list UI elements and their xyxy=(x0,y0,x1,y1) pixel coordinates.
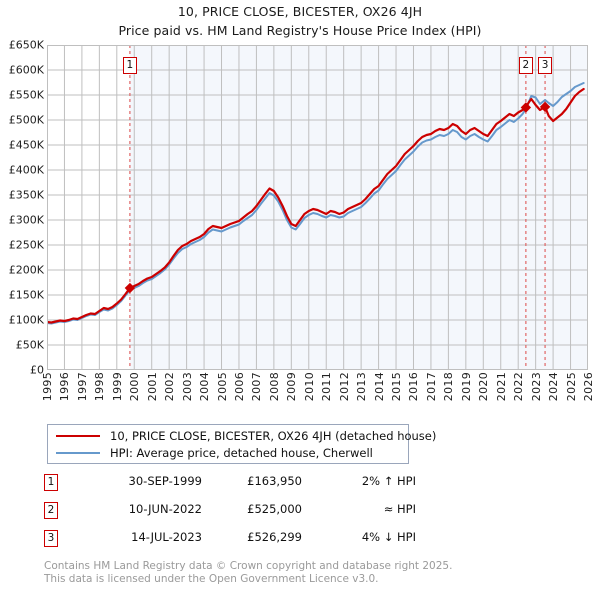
transaction-badge: 1 xyxy=(44,474,58,491)
x-axis-labels: 1995 1996 1997 1998 1999 2000 2001 2002 2003 2004… xyxy=(41,372,595,418)
price-history-chart xyxy=(47,45,588,370)
x-tick-label: 1995 xyxy=(41,372,54,402)
transaction-price: £525,000 xyxy=(247,502,302,516)
transaction-hpi-delta: 4% ↓ HPI xyxy=(361,530,416,544)
x-tick-label: 2005 xyxy=(215,372,229,402)
x-tick-label: 2024 xyxy=(547,372,561,402)
legend-swatch-price-paid xyxy=(56,435,100,437)
transaction-row[interactable]: 1 30-SEP-1999 £163,950 2% ↑ HPI xyxy=(44,472,444,500)
x-tick-label: 2026 xyxy=(582,372,595,402)
transaction-hpi-delta: 2% ↑ HPI xyxy=(361,474,416,488)
footer-attribution: Contains HM Land Registry data © Crown c… xyxy=(44,560,564,585)
y-tick-label: £650K xyxy=(8,38,44,52)
x-tick-label: 1998 xyxy=(93,372,107,402)
transaction-date: 14-JUL-2023 xyxy=(131,530,202,544)
y-tick-label: £250K xyxy=(8,238,44,252)
y-tick-label: £450K xyxy=(8,138,44,152)
transaction-badge: 2 xyxy=(44,502,58,519)
y-tick-label: £400K xyxy=(8,163,44,177)
y-tick-label: £300K xyxy=(8,213,44,227)
legend-item-hpi: HPI: Average price, detached house, Cher… xyxy=(56,445,373,461)
page-title: 10, PRICE CLOSE, BICESTER, OX26 4JH xyxy=(177,4,423,19)
y-tick-label: £500K xyxy=(8,113,44,127)
x-tick-label: 2016 xyxy=(407,372,421,402)
x-tick-label: 2001 xyxy=(145,372,159,402)
x-tick-label: 2021 xyxy=(494,372,508,402)
x-tick-label: 2022 xyxy=(512,372,526,402)
footer-line-1: Contains HM Land Registry data © Crown c… xyxy=(44,560,453,572)
chart-callout-2[interactable]: 2 xyxy=(518,57,533,74)
chart-legend: 10, PRICE CLOSE, BICESTER, OX26 4JH (det… xyxy=(47,424,436,464)
x-tick-label: 2011 xyxy=(320,372,334,402)
plot-border xyxy=(47,45,588,370)
series-lines xyxy=(47,82,585,325)
x-tick-label: 2004 xyxy=(198,372,212,402)
y-axis-labels: £0 £50K £100K £150K £200K £250K £300K £350K £400… xyxy=(0,39,44,377)
transaction-badge: 3 xyxy=(44,530,58,547)
x-tick-label: 2008 xyxy=(267,372,281,402)
x-tick-label: 2023 xyxy=(529,372,543,402)
y-tick-label: £50K xyxy=(15,338,44,352)
x-tick-label: 2000 xyxy=(128,372,142,402)
plot-background xyxy=(47,45,588,370)
transaction-hpi-delta: ≈ HPI xyxy=(383,502,416,516)
footer-line-2: This data is licensed under the Open Gov… xyxy=(44,572,379,585)
transaction-row[interactable]: 2 10-JUN-2022 £525,000 ≈ HPI xyxy=(44,500,444,528)
grid-lines xyxy=(47,45,588,370)
x-tick-label: 2003 xyxy=(180,372,194,402)
legend-label-hpi: HPI: Average price, detached house, Cher… xyxy=(110,446,373,460)
x-tick-label: 2018 xyxy=(442,372,456,402)
y-tick-label: £550K xyxy=(8,88,44,102)
x-tick-label: 2015 xyxy=(390,372,404,402)
chart-callout-1[interactable]: 1 xyxy=(122,57,137,74)
transactions-table: 1 30-SEP-1999 £163,950 2% ↑ HPI 2 10-JUN-2022… xyxy=(44,472,444,556)
x-tick-label: 2019 xyxy=(459,372,473,402)
x-tick-label: 2007 xyxy=(250,372,264,402)
transaction-price: £526,299 xyxy=(247,530,302,544)
legend-label-price-paid: 10, PRICE CLOSE, BICESTER, OX26 4JH (det… xyxy=(110,429,437,443)
transaction-row[interactable]: 3 14-JUL-2023 £526,299 4% ↓ HPI xyxy=(44,528,444,556)
legend-swatch-hpi xyxy=(56,452,100,454)
x-tick-label: 2017 xyxy=(424,372,438,402)
legend-item-price-paid: 10, PRICE CLOSE, BICESTER, OX26 4JH (det… xyxy=(56,428,436,444)
chart-callout-3[interactable]: 3 xyxy=(538,57,553,74)
page-subtitle: Price paid vs. HM Land Registry's House … xyxy=(118,23,482,38)
x-tick-label: 2002 xyxy=(163,372,177,402)
y-tick-label: £350K xyxy=(8,188,44,202)
y-tick-label: £200K xyxy=(8,263,44,277)
y-tick-label: £150K xyxy=(8,288,44,302)
x-tick-label: 2010 xyxy=(302,372,316,402)
x-tick-label: 2009 xyxy=(285,372,299,402)
y-tick-label: £0 xyxy=(30,363,44,377)
transaction-date: 30-SEP-1999 xyxy=(128,474,202,488)
x-tick-label: 1999 xyxy=(110,372,124,402)
x-tick-label: 2020 xyxy=(477,372,491,402)
x-tick-label: 2014 xyxy=(372,372,386,402)
transaction-date: 10-JUN-2022 xyxy=(128,502,202,516)
x-tick-label: 2025 xyxy=(564,372,578,402)
y-tick-label: £100K xyxy=(8,313,44,327)
x-tick-label: 1996 xyxy=(58,372,72,402)
x-tick-label: 2012 xyxy=(337,372,351,402)
y-tick-label: £600K xyxy=(8,63,44,77)
transaction-price: £163,950 xyxy=(247,474,302,488)
x-tick-label: 1997 xyxy=(75,372,89,402)
x-tick-label: 2006 xyxy=(232,372,246,402)
x-tick-label: 2013 xyxy=(355,372,369,402)
